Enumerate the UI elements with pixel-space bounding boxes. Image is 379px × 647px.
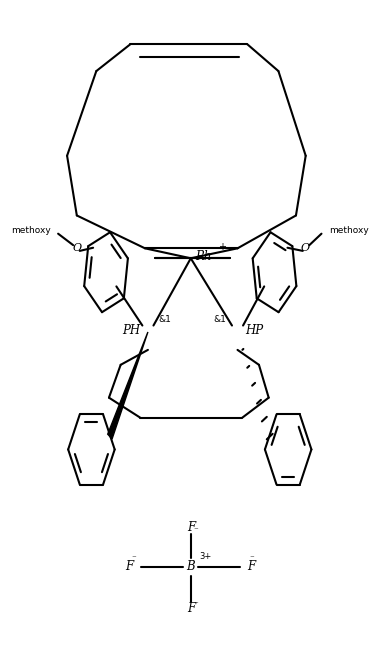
- Text: +: +: [218, 242, 227, 252]
- Text: ⁻: ⁻: [194, 600, 199, 609]
- Text: F: F: [187, 521, 195, 534]
- Text: 3+: 3+: [199, 552, 211, 561]
- Text: methoxy: methoxy: [329, 226, 369, 235]
- Text: B: B: [186, 560, 195, 573]
- Text: ⁻: ⁻: [194, 527, 199, 535]
- Text: &1: &1: [158, 314, 171, 324]
- Text: O: O: [301, 243, 310, 254]
- Text: methoxy: methoxy: [11, 226, 51, 235]
- Text: F: F: [247, 560, 255, 573]
- Text: O: O: [73, 243, 82, 254]
- Text: HP: HP: [245, 324, 263, 336]
- Text: ⁻: ⁻: [249, 554, 254, 564]
- Text: &1: &1: [213, 314, 226, 324]
- Text: F: F: [187, 602, 195, 615]
- Text: Rh: Rh: [195, 250, 212, 263]
- Text: F: F: [125, 560, 133, 573]
- Text: PH: PH: [122, 324, 141, 336]
- Text: ⁻: ⁻: [132, 554, 136, 564]
- Polygon shape: [108, 332, 148, 439]
